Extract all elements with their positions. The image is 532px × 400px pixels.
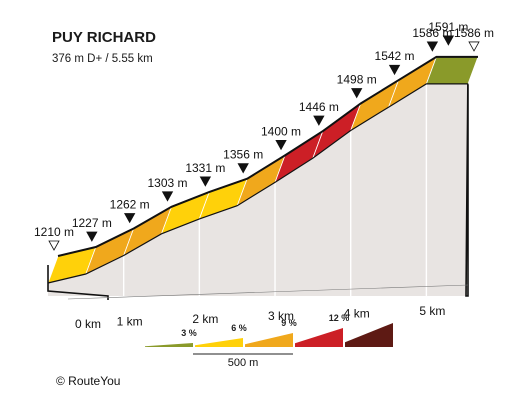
elevation-marker <box>442 35 455 46</box>
elevation-label: 1303 m <box>147 176 187 190</box>
profile-end-cap <box>465 65 469 297</box>
elevation-label: 1586 m <box>412 26 452 40</box>
elevation-label: 1498 m <box>337 73 377 87</box>
legend-label: 3 % <box>181 328 197 338</box>
elevation-label: 1586 m <box>454 26 494 40</box>
legend-label: 6 % <box>231 323 247 333</box>
legend-swatch <box>195 338 243 347</box>
elevation-marker <box>468 41 480 52</box>
km-tick-label: 4 km <box>344 307 370 321</box>
elevation-marker <box>388 64 401 76</box>
elevation-marker <box>161 191 174 202</box>
km-tick-label: 3 km <box>268 309 294 323</box>
legend-swatch <box>295 328 343 347</box>
elevation-marker <box>426 41 439 52</box>
legend-swatch <box>245 333 293 347</box>
legend-label: 9 % <box>281 318 297 328</box>
legend-swatch <box>345 323 393 347</box>
elevation-label: 1210 m <box>34 225 74 239</box>
elevation-label: 1262 m <box>110 197 150 211</box>
elevation-marker <box>275 140 287 151</box>
elevation-marker <box>313 115 325 126</box>
profile-front-edge <box>47 83 468 284</box>
elevation-label: 1591 m <box>428 20 468 34</box>
km-tick-label: 0 km <box>75 317 101 331</box>
elevation-marker <box>123 213 136 224</box>
legend-swatch <box>145 343 193 347</box>
chart-subtitle: 376 m D+ / 5.55 km <box>52 53 153 65</box>
elevation-marker <box>199 176 212 187</box>
elevation-label: 1356 m <box>223 148 263 162</box>
km-axis: 0 km 1 km 2 km 3 km 4 km 5 km <box>75 304 445 331</box>
km-tick-label: 1 km <box>117 314 143 328</box>
elevation-marker <box>86 231 98 242</box>
profile-top-edge <box>57 55 478 257</box>
routeyou-credit: © RouteYou <box>56 374 120 388</box>
profile-base-line <box>67 284 469 300</box>
gradient-legend: 3 % 6 % 9 % 12 % 500 m <box>145 313 393 369</box>
profile-body <box>47 55 479 300</box>
km-tick-label: 5 km <box>419 304 445 318</box>
profile-left-edge <box>47 283 109 300</box>
km-tick-label: 2 km <box>192 312 218 326</box>
elevation-label: 1400 m <box>261 124 301 138</box>
elevation-label: 1227 m <box>72 216 112 230</box>
elevation-marker <box>351 88 363 99</box>
elevation-marker <box>48 240 60 251</box>
scale-label: 500 m <box>228 357 259 369</box>
profile-side-wall <box>48 83 468 297</box>
elevation-label: 1542 m <box>375 49 415 63</box>
legend-label: 12 % <box>329 313 350 323</box>
chart-title: PUY RICHARD <box>52 29 156 46</box>
elevation-marker <box>237 163 249 174</box>
elevation-label: 1331 m <box>185 161 225 175</box>
elevation-label: 1446 m <box>299 100 339 114</box>
